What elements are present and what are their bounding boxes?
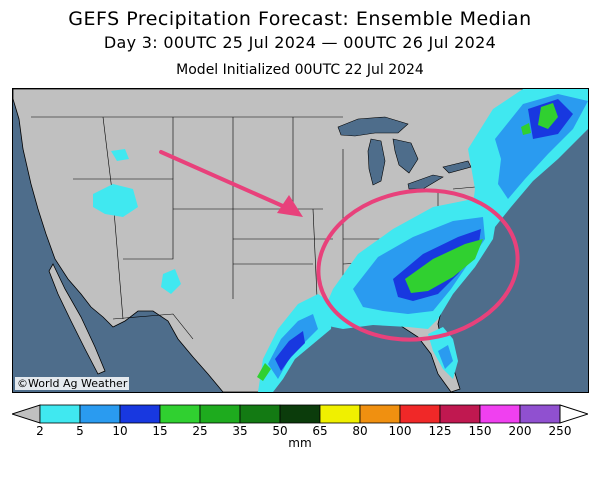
colorbar-tick-label: 25 [192, 424, 208, 438]
colorbar-tick-label: 15 [152, 424, 168, 438]
colorbar-tick-label: 35 [232, 424, 248, 438]
colorbar-swatch [79, 404, 121, 424]
colorbar-units: mm [288, 436, 312, 450]
lake-superior [337, 116, 409, 137]
focus-ellipse [316, 188, 520, 342]
colorbar-swatch [399, 404, 441, 424]
colorbar-tick-label: 10 [112, 424, 128, 438]
colorbar-swatch [439, 404, 481, 424]
colorbar-swatch [159, 404, 201, 424]
colorbar-swatch [279, 404, 321, 424]
colorbar-tick-label: 200 [508, 424, 532, 438]
credit-watermark: ©World Ag Weather [15, 377, 130, 390]
land-baja [48, 263, 106, 375]
colorbar-tick-label: 80 [352, 424, 368, 438]
colorbar-tick-label: 50 [272, 424, 288, 438]
colorbar-swatch [359, 404, 401, 424]
colorbar-max-triangle [559, 404, 588, 424]
precip-colorbar [12, 404, 588, 424]
colorbar-swatch [519, 404, 561, 424]
colorbar-tick-label: 150 [468, 424, 492, 438]
lake-erie [407, 174, 444, 190]
forecast-map: ©World Ag Weather [12, 88, 589, 393]
colorbar-tick-label: 5 [76, 424, 84, 438]
colorbar-tick-label: 2 [36, 424, 44, 438]
colorbar-tick-label: 65 [312, 424, 328, 438]
precip-shading [93, 89, 588, 392]
colorbar-tick-label: 100 [388, 424, 412, 438]
lake-ontario [442, 160, 472, 174]
model-init-time: Model Initialized 00UTC 22 Jul 2024 [176, 62, 424, 78]
lake-michigan [367, 138, 386, 186]
forecast-period: Day 3: 00UTC 25 Jul 2024 — 00UTC 26 Jul … [103, 33, 497, 52]
colorbar-swatch [39, 404, 81, 424]
map-title: GEFS Precipitation Forecast: Ensemble Me… [68, 8, 532, 30]
colorbar-swatch [319, 404, 361, 424]
trend-arrow [159, 150, 303, 217]
colorbar-tick-label: 125 [428, 424, 452, 438]
colorbar-swatch [199, 404, 241, 424]
colorbar-swatch [119, 404, 161, 424]
lake-huron [392, 138, 419, 174]
colorbar-swatch [479, 404, 521, 424]
colorbar-swatch [239, 404, 281, 424]
colorbar-tick-label: 250 [548, 424, 572, 438]
map-canvas [13, 89, 588, 392]
colorbar-min-triangle [12, 404, 41, 424]
